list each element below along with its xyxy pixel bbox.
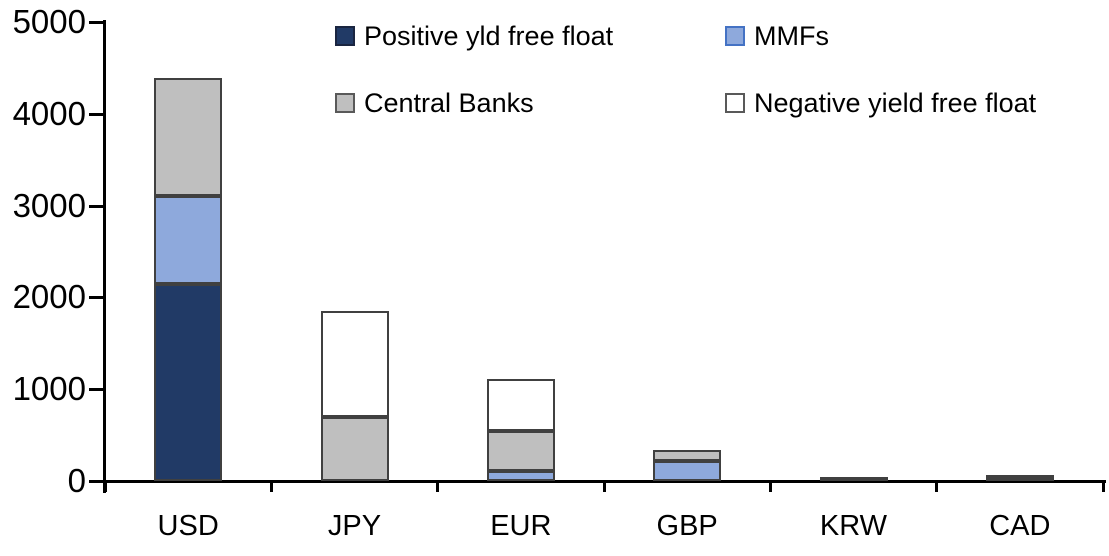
x-axis-tick [1101, 481, 1105, 492]
bar-segment-gbp-central-banks [653, 450, 722, 461]
legend-label: Negative yield free float [754, 88, 1037, 118]
x-category-label: KRW [819, 510, 888, 542]
bar-segment-usd-central-banks [154, 77, 223, 197]
y-axis-tick [89, 204, 105, 208]
y-tick-label: 4000 [12, 94, 86, 132]
x-axis-tick [103, 481, 107, 492]
x-axis-tick [602, 481, 606, 492]
legend-item-positive-yld-free-float: Positive yld free float [335, 22, 613, 50]
legend-swatch-negative-yield-free-float [725, 93, 745, 113]
y-axis-tick [89, 388, 105, 392]
x-axis-tick [768, 481, 772, 492]
bar-segment-gbp-mmfs [653, 460, 722, 481]
y-tick-label: 0 [67, 462, 86, 499]
x-category-label: USD [157, 510, 219, 542]
legend-item-mmfs: MMFs [725, 22, 829, 50]
bar-segment-cad-central-banks [985, 474, 1054, 479]
y-tick-label: 2000 [12, 278, 86, 316]
legend-swatch-central-banks [335, 93, 355, 113]
x-category-label: CAD [989, 510, 1051, 542]
legend-label: Central Banks [364, 88, 534, 118]
x-category-label: EUR [490, 510, 552, 542]
legend-swatch-positive-yld-free-float [335, 26, 355, 46]
bar-segment-eur-central-banks [486, 430, 555, 471]
y-tick-label: 3000 [12, 186, 86, 224]
bar-segment-usd-positive-yld-free-float [154, 283, 223, 481]
bar-segment-jpy-negative-yield-free-float [320, 311, 389, 417]
legend-label: Positive yld free float [364, 21, 614, 51]
legend-item-central-banks: Central Banks [335, 89, 534, 117]
x-category-label: GBP [656, 510, 718, 542]
y-axis-tick [89, 480, 105, 483]
y-axis-line [103, 20, 106, 493]
y-axis-tick [89, 112, 105, 116]
bar-segment-jpy-central-banks [320, 416, 389, 481]
legend-swatch-mmfs [725, 26, 745, 46]
x-axis-tick [269, 481, 273, 492]
bar-segment-usd-mmfs [154, 196, 223, 284]
y-axis-tick [89, 21, 105, 24]
legend-label: MMFs [754, 21, 829, 51]
y-axis-tick [89, 296, 105, 300]
legend-item-negative-yield-free-float: Negative yield free float [725, 89, 1036, 117]
x-category-label: JPY [327, 510, 382, 542]
bar-segment-krw-positive-yld-free-float [819, 476, 888, 481]
bar-segment-eur-negative-yield-free-float [486, 379, 555, 431]
bar-segment-eur-mmfs [486, 470, 555, 481]
x-axis-tick [935, 481, 939, 492]
y-tick-label: 1000 [12, 370, 86, 408]
x-axis-tick [436, 481, 440, 492]
y-tick-label: 5000 [12, 3, 86, 40]
